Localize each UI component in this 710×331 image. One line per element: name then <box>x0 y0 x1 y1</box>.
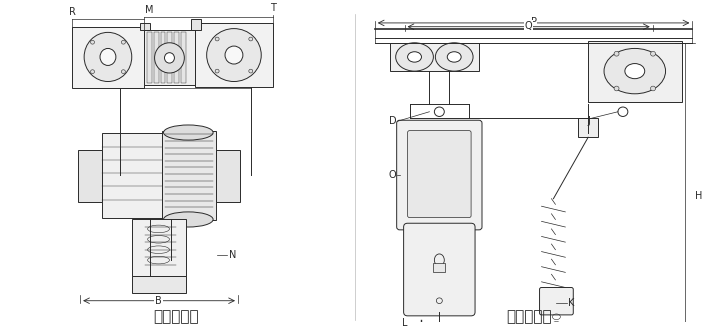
Ellipse shape <box>650 86 655 91</box>
Ellipse shape <box>248 37 253 41</box>
Ellipse shape <box>84 32 132 81</box>
FancyBboxPatch shape <box>147 32 152 83</box>
FancyBboxPatch shape <box>390 43 479 71</box>
Text: L: L <box>402 318 408 328</box>
FancyBboxPatch shape <box>175 32 180 83</box>
Ellipse shape <box>625 64 645 79</box>
Ellipse shape <box>163 125 213 140</box>
Ellipse shape <box>91 70 94 73</box>
Text: Q: Q <box>525 21 532 31</box>
Ellipse shape <box>163 212 213 227</box>
Text: N: N <box>229 250 236 260</box>
Ellipse shape <box>215 69 219 73</box>
Ellipse shape <box>100 48 116 66</box>
Text: R: R <box>69 7 76 17</box>
FancyBboxPatch shape <box>397 120 482 230</box>
FancyBboxPatch shape <box>195 23 273 87</box>
Ellipse shape <box>447 52 462 62</box>
Ellipse shape <box>207 28 261 81</box>
Ellipse shape <box>650 51 655 56</box>
Ellipse shape <box>435 43 473 71</box>
FancyBboxPatch shape <box>181 32 186 83</box>
FancyBboxPatch shape <box>78 150 102 202</box>
FancyBboxPatch shape <box>216 150 240 202</box>
Text: 正面尺寸图: 正面尺寸图 <box>506 309 552 324</box>
Text: K: K <box>568 298 574 307</box>
Text: O: O <box>388 170 395 180</box>
Text: B: B <box>155 296 162 306</box>
Ellipse shape <box>408 52 422 62</box>
FancyBboxPatch shape <box>132 276 186 293</box>
Ellipse shape <box>155 43 185 73</box>
FancyBboxPatch shape <box>403 223 475 316</box>
FancyBboxPatch shape <box>540 288 573 315</box>
Ellipse shape <box>395 43 433 71</box>
FancyBboxPatch shape <box>578 118 598 137</box>
Text: 側面尺寸图: 側面尺寸图 <box>153 309 200 324</box>
FancyBboxPatch shape <box>143 30 195 85</box>
Ellipse shape <box>165 53 175 63</box>
FancyBboxPatch shape <box>72 27 143 88</box>
FancyBboxPatch shape <box>160 32 165 83</box>
Text: P: P <box>530 17 537 27</box>
Ellipse shape <box>121 70 126 73</box>
Ellipse shape <box>604 48 665 94</box>
FancyBboxPatch shape <box>168 32 173 83</box>
Text: J: J <box>587 116 590 126</box>
Ellipse shape <box>121 40 126 44</box>
FancyBboxPatch shape <box>153 32 158 83</box>
Text: T: T <box>270 4 275 14</box>
Ellipse shape <box>215 37 219 41</box>
FancyBboxPatch shape <box>408 131 471 217</box>
FancyBboxPatch shape <box>191 19 201 30</box>
FancyBboxPatch shape <box>132 219 186 276</box>
Text: D: D <box>389 116 397 126</box>
Ellipse shape <box>614 51 619 56</box>
Ellipse shape <box>614 86 619 91</box>
Ellipse shape <box>248 69 253 73</box>
Ellipse shape <box>91 40 94 44</box>
FancyBboxPatch shape <box>140 23 150 30</box>
Ellipse shape <box>225 46 243 64</box>
FancyBboxPatch shape <box>162 131 216 220</box>
FancyBboxPatch shape <box>433 263 445 272</box>
FancyBboxPatch shape <box>102 132 162 217</box>
Text: H: H <box>695 191 703 201</box>
Text: M: M <box>146 5 154 15</box>
FancyBboxPatch shape <box>588 41 682 102</box>
